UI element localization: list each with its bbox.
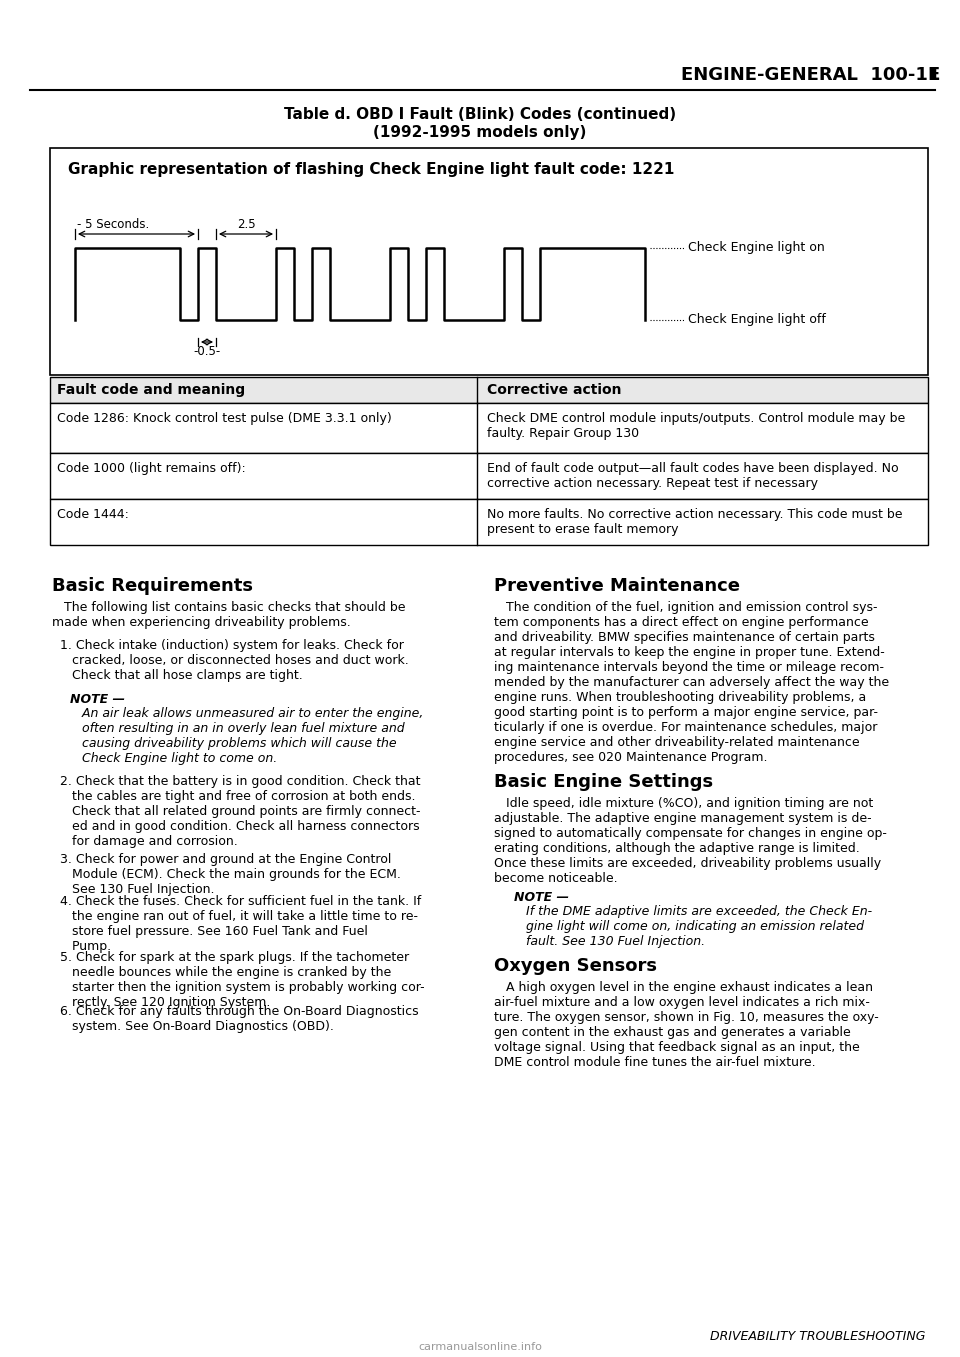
Text: (1992-1995 models only): (1992-1995 models only) xyxy=(373,125,587,140)
Text: 1. Check intake (induction) system for leaks. Check for
     cracked, loose, or : 1. Check intake (induction) system for l… xyxy=(52,639,409,683)
Text: 2.5: 2.5 xyxy=(237,218,255,231)
Text: Code 1444:: Code 1444: xyxy=(57,508,129,521)
Text: Basic Requirements: Basic Requirements xyxy=(52,577,253,594)
Text: An air leak allows unmeasured air to enter the engine,
   often resulting in an : An air leak allows unmeasured air to ent… xyxy=(70,707,423,765)
Text: 5. Check for spark at the spark plugs. If the tachometer
     needle bounces whi: 5. Check for spark at the spark plugs. I… xyxy=(52,951,424,1010)
Bar xyxy=(50,499,928,546)
Text: 2. Check that the battery is in good condition. Check that
     the cables are t: 2. Check that the battery is in good con… xyxy=(52,775,420,848)
Bar xyxy=(50,403,928,453)
Text: carmanualsonline.info: carmanualsonline.info xyxy=(418,1342,542,1352)
Text: - 5 Seconds.: - 5 Seconds. xyxy=(77,218,149,231)
Text: A high oxygen level in the engine exhaust indicates a lean
air-fuel mixture and : A high oxygen level in the engine exhaus… xyxy=(494,981,878,1069)
Text: Oxygen Sensors: Oxygen Sensors xyxy=(494,957,657,974)
Text: Code 1000 (light remains off):: Code 1000 (light remains off): xyxy=(57,461,246,475)
Text: Check DME control module inputs/outputs. Control module may be
faulty. Repair Gr: Check DME control module inputs/outputs.… xyxy=(487,413,905,440)
Text: Preventive Maintenance: Preventive Maintenance xyxy=(494,577,740,594)
Bar xyxy=(50,377,928,403)
Text: 4. Check the fuses. Check for sufficient fuel in the tank. If
     the engine ra: 4. Check the fuses. Check for sufficient… xyxy=(52,896,421,953)
Text: Idle speed, idle mixture (%CO), and ignition timing are not
adjustable. The adap: Idle speed, idle mixture (%CO), and igni… xyxy=(494,797,887,885)
Text: NOTE —: NOTE — xyxy=(70,693,125,706)
Text: The condition of the fuel, ignition and emission control sys-
tem components has: The condition of the fuel, ignition and … xyxy=(494,601,889,764)
Text: Corrective action: Corrective action xyxy=(487,383,621,398)
Text: If the DME adaptive limits are exceeded, the Check En-
   gine light will come o: If the DME adaptive limits are exceeded,… xyxy=(514,905,872,949)
Text: E: E xyxy=(927,66,940,84)
Bar xyxy=(50,148,928,375)
Text: End of fault code output—all fault codes have been displayed. No
corrective acti: End of fault code output—all fault codes… xyxy=(487,461,899,490)
Text: DRIVEABILITY TROUBLESHOOTING: DRIVEABILITY TROUBLESHOOTING xyxy=(709,1330,925,1343)
Bar xyxy=(50,453,928,499)
Text: Basic Engine Settings: Basic Engine Settings xyxy=(494,773,713,791)
Text: No more faults. No corrective action necessary. This code must be
present to era: No more faults. No corrective action nec… xyxy=(487,508,902,536)
Text: Code 1286: Knock control test pulse (DME 3.3.1 only): Code 1286: Knock control test pulse (DME… xyxy=(57,413,392,425)
Text: 3. Check for power and ground at the Engine Control
     Module (ECM). Check the: 3. Check for power and ground at the Eng… xyxy=(52,854,401,896)
Text: -0.5-: -0.5- xyxy=(193,345,221,358)
Text: Fault code and meaning: Fault code and meaning xyxy=(57,383,245,398)
Text: The following list contains basic checks that should be
made when experiencing d: The following list contains basic checks… xyxy=(52,601,405,630)
Text: Check Engine light on: Check Engine light on xyxy=(688,242,825,255)
Text: Table d. OBD I Fault (Blink) Codes (continued): Table d. OBD I Fault (Blink) Codes (cont… xyxy=(284,107,676,122)
Text: Graphic representation of flashing Check Engine light fault code: 1221: Graphic representation of flashing Check… xyxy=(68,161,674,176)
Text: ENGINE-GENERAL  100-11: ENGINE-GENERAL 100-11 xyxy=(681,66,940,84)
Text: Check Engine light off: Check Engine light off xyxy=(688,313,826,327)
Text: NOTE —: NOTE — xyxy=(514,892,569,904)
Text: 6. Check for any faults through the On-Board Diagnostics
     system. See On-Boa: 6. Check for any faults through the On-B… xyxy=(52,1006,419,1033)
